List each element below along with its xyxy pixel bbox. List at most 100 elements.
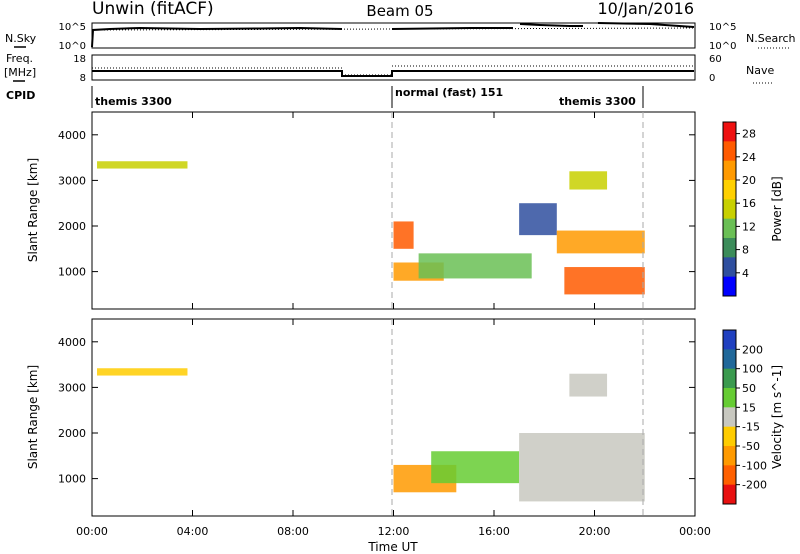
power-region-2	[393, 221, 414, 249]
velocity-colorbar-segment-2	[723, 349, 736, 370]
noise-tick-left-bottom: 10^0	[59, 41, 86, 52]
noise-tick-left-top: 10^5	[59, 22, 86, 33]
velocity-y-tick-1000: 1000	[58, 473, 86, 486]
x-tick-3: 08:00	[277, 525, 309, 538]
x-tick-5: 16:00	[478, 525, 510, 538]
power-region-6	[556, 230, 645, 254]
nsky-label: N.Sky	[5, 32, 37, 45]
noise-tick-right-top: 10^5	[709, 22, 736, 33]
x-tick-6: 20:00	[579, 525, 611, 538]
cpid-item-2: normal (fast) 151	[395, 86, 503, 99]
power-colorbar-segment-6	[723, 218, 736, 239]
power-region-1	[97, 161, 188, 169]
velocity-region-4	[519, 433, 645, 502]
power-colorbar-segment-5	[723, 199, 736, 220]
velocity-colorbar-tick-8: -200	[742, 479, 767, 492]
cpid-item-3: themis 3300	[559, 95, 636, 108]
time-axis: 00:00 04:00 08:00 12:00 16:00 20:00 00:00	[76, 112, 711, 538]
power-y-tick-3000: 3000	[58, 174, 86, 187]
power-colorbar-tick-5: 20	[742, 174, 756, 187]
power-region-4	[418, 253, 532, 279]
power-y-tick-4000: 4000	[58, 129, 86, 142]
velocity-colorbar-segment-9	[723, 484, 736, 505]
power-colorbar-segment-9	[723, 276, 736, 297]
power-y-tick-2000: 2000	[58, 220, 86, 233]
cpid-strip: CPID themis 3300 normal (fast) 151 themi…	[6, 86, 644, 108]
power-colorbar-tick-3: 12	[742, 220, 756, 233]
x-tick-4: 12:00	[378, 525, 410, 538]
noise-tick-right-bottom: 10^0	[709, 41, 736, 52]
power-ylabel: Slant Range [km]	[26, 158, 40, 262]
date-title: 10/Jan/2016	[597, 0, 694, 18]
power-colorbar-label: Power [dB]	[770, 176, 784, 241]
power-colorbar-tick-2: 8	[742, 244, 749, 257]
x-tick-1: 00:00	[76, 525, 108, 538]
beam-title: Beam 05	[366, 2, 433, 20]
velocity-colorbar-segment-5	[723, 407, 736, 428]
velocity-colorbar-tick-2: 100	[742, 363, 763, 376]
nsearch-label: N.Search	[746, 32, 796, 45]
power-data-marks	[97, 161, 645, 295]
velocity-colorbar-segment-7	[723, 446, 736, 466]
power-colorbar: 4 8 12 16 20 24 28 Power [dB]	[722, 121, 784, 297]
velocity-colorbar-segment-4	[723, 388, 736, 408]
power-panel: Slant Range [km]	[26, 111, 696, 310]
velocity-colorbar: 200 100 50 15 -15 -50 -100 -200 Velocity [m s^-…	[722, 329, 784, 505]
x-tick-7: 00:00	[679, 525, 711, 538]
nsky-line	[91, 22, 695, 48]
velocity-y-ticks: 1000 2000 3000 4000	[58, 336, 695, 486]
noise-panel: N.Sky 10^5 10^0 10^5 10^0 N.Search	[5, 22, 796, 52]
power-region-7	[564, 267, 645, 295]
power-colorbar-segment-1	[723, 122, 736, 142]
power-colorbar-tick-4: 16	[742, 197, 756, 210]
power-colorbar-tick-6: 24	[742, 151, 756, 164]
power-region-5	[519, 203, 557, 236]
velocity-colorbar-tick-1: 200	[742, 343, 763, 356]
nave-tick-top: 60	[709, 54, 722, 65]
velocity-data-marks	[97, 368, 645, 502]
velocity-colorbar-segment-8	[723, 465, 736, 486]
nsearch-line	[91, 27, 695, 31]
velocity-colorbar-tick-4: 15	[742, 401, 756, 414]
x-tick-2: 04:00	[177, 525, 209, 538]
cpid-label: CPID	[6, 89, 35, 102]
power-colorbar-segment-7	[723, 238, 736, 258]
velocity-region-3	[431, 451, 520, 484]
velocity-colorbar-tick-6: -50	[742, 440, 760, 453]
cpid-item-1: themis 3300	[95, 95, 172, 108]
power-region-8	[569, 171, 608, 190]
freq-line	[92, 70, 694, 77]
velocity-y-tick-4000: 4000	[58, 336, 86, 349]
velocity-y-tick-2000: 2000	[58, 427, 86, 440]
nave-label: Nave	[746, 64, 774, 77]
freq-tick-top: 18	[73, 54, 86, 65]
velocity-colorbar-tick-3: 50	[742, 382, 756, 395]
freq-panel: Freq. [MHz] 18 8 60 0 Nave	[4, 52, 774, 84]
velocity-colorbar-segment-3	[723, 368, 736, 389]
power-colorbar-tick-1: 4	[742, 267, 749, 280]
velocity-colorbar-tick-7: -100	[742, 459, 767, 472]
power-colorbar-segment-4	[723, 180, 736, 200]
velocity-region-5	[569, 373, 608, 397]
power-y-tick-1000: 1000	[58, 266, 86, 279]
power-colorbar-segment-8	[723, 257, 736, 278]
power-colorbar-segment-3	[723, 160, 736, 181]
power-y-ticks: 1000 2000 3000 4000	[58, 129, 695, 279]
power-colorbar-segment-2	[723, 141, 736, 162]
time-axis-label: Time UT	[367, 540, 418, 554]
freq-label: Freq.	[6, 52, 33, 65]
velocity-ylabel: Slant Range [km]	[26, 365, 40, 469]
velocity-colorbar-label: Velocity [m s^-1]	[770, 365, 784, 469]
velocity-region-1	[97, 368, 188, 376]
freq-unit-label: [MHz]	[4, 66, 36, 79]
velocity-colorbar-tick-5: -15	[742, 421, 760, 434]
nave-line	[92, 65, 694, 76]
nave-tick-bottom: 0	[709, 73, 715, 84]
velocity-y-tick-3000: 3000	[58, 381, 86, 394]
velocity-colorbar-segment-6	[723, 426, 736, 447]
velocity-colorbar-segment-1	[723, 330, 736, 350]
freq-tick-bottom: 8	[80, 73, 86, 84]
velocity-panel: Slant Range [km]	[26, 318, 696, 517]
station-title: Unwin (fitACF)	[92, 0, 214, 19]
